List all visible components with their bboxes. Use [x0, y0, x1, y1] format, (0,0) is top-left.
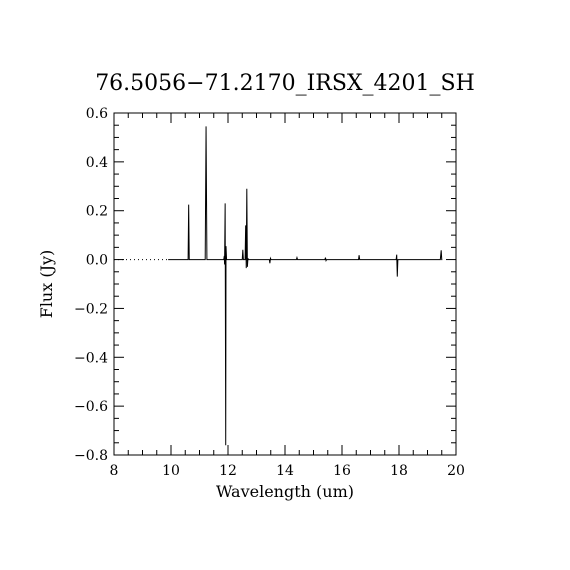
y-tick-label: −0.2: [74, 301, 108, 317]
y-axis-ticks: −0.8 −0.6 −0.4 −0.2 0.0 0.2 0.4 0.6: [74, 106, 456, 464]
x-tick-label: 10: [162, 463, 180, 479]
x-tick-label: 20: [447, 463, 465, 479]
x-tick-label: 18: [390, 463, 408, 479]
series-line-0: [168, 126, 443, 446]
plot-frame: [113, 112, 457, 456]
x-tick-label: 16: [333, 463, 351, 479]
y-tick-label: 0.4: [86, 155, 108, 171]
y-tick-label: −0.4: [74, 350, 108, 366]
y-tick-label: 0.6: [86, 106, 108, 122]
y-tick-label: −0.8: [74, 448, 108, 464]
plot-area: [114, 126, 443, 446]
y-tick-label: 0.2: [86, 204, 108, 220]
x-axis-ticks: 8 10 12 14 16 18 20: [110, 113, 465, 479]
x-tick-label: 12: [219, 463, 237, 479]
x-tick-label: 14: [276, 463, 294, 479]
y-tick-label: 0.0: [86, 253, 108, 269]
chart-title: 76.5056−71.2170_IRSX_4201_SH: [95, 71, 475, 96]
x-tick-label: 8: [110, 463, 119, 479]
y-tick-label: −0.6: [74, 399, 108, 415]
y-axis-label: Flux (Jy): [37, 250, 56, 319]
x-axis-label: Wavelength (um): [216, 482, 354, 501]
